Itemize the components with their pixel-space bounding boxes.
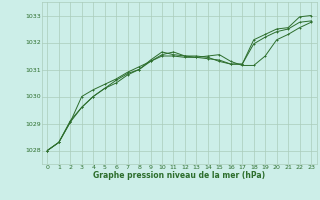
- X-axis label: Graphe pression niveau de la mer (hPa): Graphe pression niveau de la mer (hPa): [93, 171, 265, 180]
